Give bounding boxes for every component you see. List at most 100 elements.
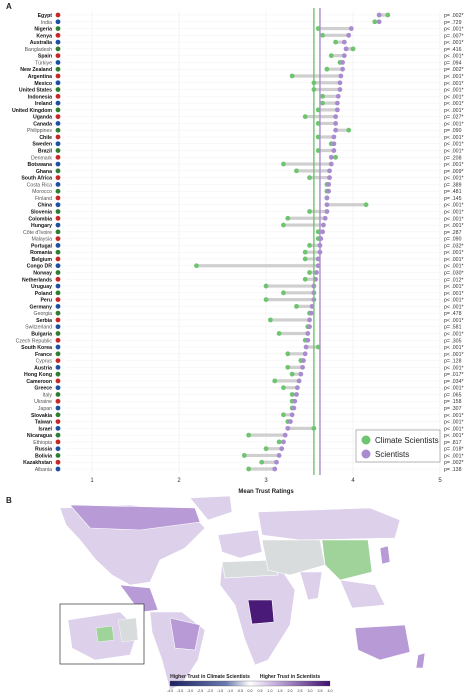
x-tick-label: 4 bbox=[351, 478, 355, 484]
climate-scientists-point bbox=[333, 39, 339, 45]
scientists-point bbox=[294, 392, 299, 397]
p-value-label: p= .208 bbox=[444, 155, 462, 161]
country-label: Taiwan bbox=[35, 420, 52, 426]
country-label: Morocco bbox=[32, 189, 52, 195]
p-value-label: p< .001* bbox=[444, 365, 463, 371]
scientists-point bbox=[324, 209, 330, 214]
p-value-label: p< .001* bbox=[444, 74, 463, 80]
p-value-label: p= .478 bbox=[444, 311, 462, 317]
inset-frame bbox=[59, 603, 145, 665]
scientists-point bbox=[305, 331, 311, 336]
legend-swatch bbox=[361, 435, 371, 445]
scientists-point bbox=[340, 66, 345, 72]
colorbar-tick-label: -3.0 bbox=[187, 689, 193, 693]
colorbar-gradient bbox=[169, 680, 331, 687]
climate-scientists-point bbox=[320, 100, 325, 106]
colorbar-tick-label: -1.0 bbox=[227, 689, 233, 693]
flag-icon bbox=[55, 86, 61, 93]
climate-scientists-point bbox=[194, 263, 199, 269]
climate-scientists-point bbox=[320, 93, 325, 99]
country-label: Italy bbox=[42, 392, 52, 398]
new-zealand-region bbox=[415, 652, 426, 669]
country-label: Kenya bbox=[36, 33, 52, 39]
country-label: France bbox=[35, 352, 52, 358]
scientists-point bbox=[333, 114, 339, 120]
p-value-label: p< .001* bbox=[444, 426, 463, 432]
p-value-label: p< .001* bbox=[444, 264, 463, 270]
flag-icon bbox=[55, 371, 61, 377]
country-label: India bbox=[41, 20, 52, 26]
p-value-label: p= .138 bbox=[444, 467, 462, 473]
climate-scientists-point bbox=[281, 412, 286, 418]
climate-scientists-point bbox=[289, 371, 295, 377]
p-value-label: p< .001* bbox=[444, 101, 463, 107]
p-value-label: p< .001* bbox=[444, 149, 463, 155]
japan-region bbox=[379, 545, 391, 565]
flag-icon bbox=[55, 79, 61, 86]
p-value-label: p< .001* bbox=[444, 108, 463, 114]
country-label: United Kingdom bbox=[12, 108, 52, 114]
flag-icon bbox=[55, 296, 61, 303]
country-label: China bbox=[38, 203, 53, 209]
country-label: South Korea bbox=[21, 345, 52, 351]
scientists-point bbox=[328, 154, 334, 160]
climate-scientists-point bbox=[259, 459, 265, 465]
flag-icon bbox=[55, 317, 61, 323]
country-label: Ireland bbox=[35, 101, 52, 107]
p-value-label: p< .001* bbox=[444, 94, 463, 100]
flag-icon bbox=[55, 425, 61, 432]
flag-icon bbox=[55, 411, 61, 418]
flag-icon bbox=[55, 351, 61, 357]
flag-icon bbox=[55, 290, 61, 296]
country-label: Bolivia bbox=[35, 453, 52, 459]
country-label: Chile bbox=[39, 135, 52, 141]
scientists-point bbox=[346, 32, 352, 38]
p-value-label: p= .065 bbox=[444, 392, 462, 398]
climate-scientists-point bbox=[307, 175, 312, 181]
scientists-point bbox=[324, 202, 330, 208]
scientists-point bbox=[322, 215, 328, 221]
flag-icon bbox=[55, 25, 61, 32]
colorbar-tick-label: 3.5 bbox=[318, 689, 323, 693]
flag-icon bbox=[55, 452, 61, 459]
country-label: Colombia bbox=[28, 216, 52, 222]
country-label: Congo DR bbox=[27, 264, 53, 270]
climate-scientists-point bbox=[294, 303, 299, 309]
p-value-label: p< .001* bbox=[444, 121, 463, 127]
country-label: Brazil bbox=[38, 149, 53, 155]
colorbar: Higher Trust in Climate Scientists Higher… bbox=[167, 674, 333, 693]
climate-scientists-point bbox=[307, 209, 312, 214]
p-value-label: p< .001* bbox=[444, 291, 463, 297]
flag-icon bbox=[55, 262, 61, 269]
country-label: Philippines bbox=[27, 128, 52, 134]
climate-scientists-point bbox=[328, 53, 334, 59]
scientists-point bbox=[300, 364, 305, 370]
country-label: Nicaragua bbox=[27, 433, 52, 439]
climate-scientists-point bbox=[346, 127, 352, 133]
p-value-label: p< .001* bbox=[444, 386, 463, 392]
legend-swatch bbox=[361, 449, 371, 459]
flag-icon bbox=[55, 283, 61, 289]
p-value-label: p= .287 bbox=[444, 230, 462, 236]
p-value-label: p< .001* bbox=[444, 413, 463, 419]
climate-scientists-point bbox=[246, 466, 252, 472]
russia-region bbox=[257, 507, 401, 541]
scientists-point bbox=[289, 412, 295, 418]
flag-icon bbox=[55, 391, 61, 398]
flag-icon bbox=[55, 364, 61, 371]
country-label: Ethiopia bbox=[33, 440, 52, 446]
flag-icon bbox=[55, 432, 61, 438]
scientists-point bbox=[285, 425, 291, 431]
flag-icon bbox=[55, 195, 61, 201]
x-tick-label: 1 bbox=[90, 478, 94, 484]
p-value-label: p= .009* bbox=[444, 169, 463, 175]
country-label: Greece bbox=[34, 386, 52, 392]
legend-label: Scientists bbox=[375, 450, 409, 459]
climate-scientists-point bbox=[302, 276, 308, 282]
colorbar-tick-label: -3.5 bbox=[177, 689, 183, 693]
country-label: Finland bbox=[35, 196, 52, 202]
p-value-label: p= .002* bbox=[444, 13, 463, 19]
country-label: Nigeria bbox=[34, 27, 52, 33]
scientists-point bbox=[307, 317, 312, 323]
australia-region bbox=[354, 624, 411, 661]
